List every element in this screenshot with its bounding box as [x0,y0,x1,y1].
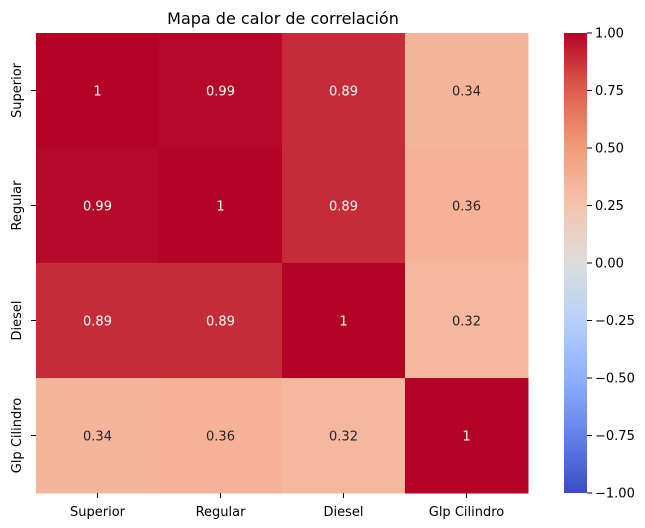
y-tick-label: Diesel [10,300,25,340]
x-tick-label: Diesel [323,505,363,520]
cell-annotation: 0.89 [329,85,358,100]
heatmap-cell [282,33,406,149]
cell-annotation: 0.32 [329,430,358,445]
colorbar-gradient [564,33,587,493]
colorbar-tick-label: 0.75 [595,84,624,99]
colorbar-tick-label: 0.50 [595,142,624,157]
cell-annotation: 0.36 [452,200,481,215]
heatmap-cell [405,378,529,494]
cell-annotation: 1 [462,430,470,445]
colorbar-tick-label: −1.00 [595,487,635,502]
x-tick-label: Regular [196,505,247,520]
heatmap-cell [405,33,529,149]
colorbar-tick-label: −0.75 [595,429,635,444]
cell-annotation: 0.34 [83,430,112,445]
heatmap-cell [282,148,406,264]
heatmap-cell [282,378,406,494]
y-tick-label: Superior [10,62,25,118]
x-tick-label: Glp Cilindro [429,505,505,520]
heatmap-cell [405,148,529,264]
heatmap-cell [36,378,160,494]
cell-annotation: 0.89 [83,315,112,330]
cell-annotation: 0.36 [206,430,235,445]
colorbar-tick-label: −0.25 [595,314,635,329]
cell-annotation: 0.99 [206,85,235,100]
heatmap-cell [159,378,283,494]
colorbar-tick-label: 0.00 [595,257,624,272]
heatmap-cell [36,263,160,379]
heatmap-cell [36,33,160,149]
cell-annotation: 0.99 [83,200,112,215]
heatmap-cell [405,263,529,379]
y-tick-label: Regular [10,180,25,231]
cell-annotation: 1 [93,85,101,100]
heatmap-cell [159,263,283,379]
cell-annotation: 1 [216,200,224,215]
heatmap-cell [159,148,283,264]
cell-annotation: 0.34 [452,85,481,100]
cell-annotation: 0.89 [206,315,235,330]
cell-annotation: 0.32 [452,315,481,330]
heatmap-cell [282,263,406,379]
colorbar-tick-label: 0.25 [595,199,624,214]
chart-title: Mapa de calor de correlación [167,9,399,28]
y-tick-label: Glp Cilindro [10,398,25,474]
cell-annotation: 1 [339,315,347,330]
colorbar-tick-label: 1.00 [595,27,624,42]
heatmap-cell [159,33,283,149]
cell-annotations: 1 0.99 0.89 0.34 0.99 1 0.89 0.36 0.89 0.89 1 0.32 0… [83,85,481,445]
colorbar: 1.00 0.75 0.50 0.25 0.00 −0.25 −0.50 −0.75 −1.00 [564,27,635,502]
x-tick-label: Superior [70,505,126,520]
cell-annotation: 0.89 [329,200,358,215]
x-axis: Superior Regular Diesel Glp Cilindro [70,493,504,520]
heatmap-cells [36,33,529,494]
colorbar-tick-label: −0.50 [595,372,635,387]
heatmap-cell [36,148,160,264]
y-axis: Superior Regular Diesel Glp Cilindro [10,62,36,473]
